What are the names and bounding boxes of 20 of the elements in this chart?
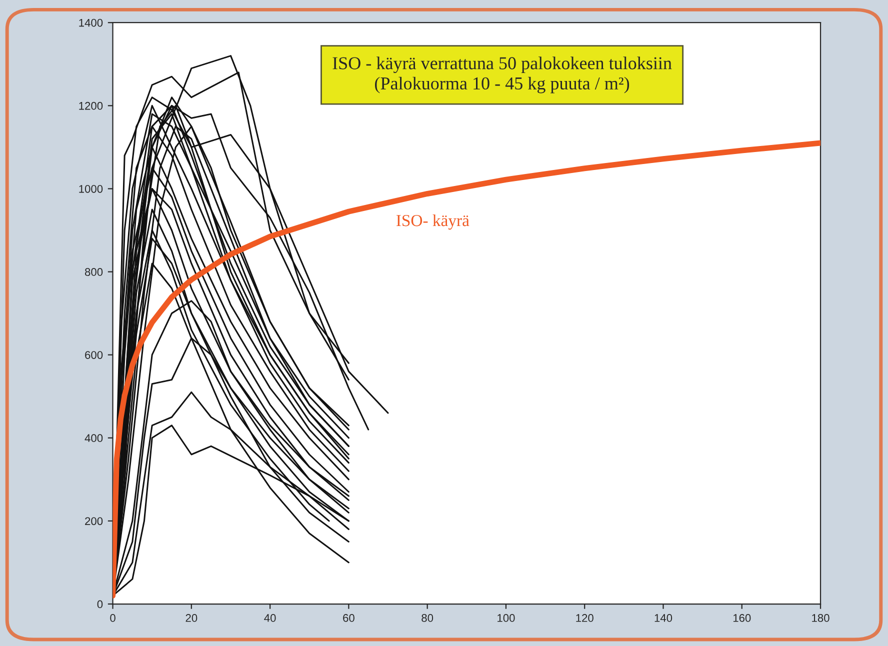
y-tick-label: 200	[85, 517, 103, 526]
x-tick-label: 40	[264, 614, 276, 622]
y-tick-label: 800	[85, 268, 103, 276]
x-tick-label: 120	[576, 614, 594, 622]
x-tick-label: 100	[498, 614, 515, 622]
series-label: ISO- käyrä	[396, 214, 470, 230]
y-tick-label: 0	[97, 600, 103, 608]
x-tick-label: 180	[812, 614, 830, 622]
y-tick-label: 1000	[79, 184, 103, 193]
y-tick-label: 600	[85, 351, 103, 359]
text: ISO - käyrä verrattuna 50 palokokeen tuloksiin (Palokuorma 10 - 45 kg puuta / m²)	[332, 56, 672, 94]
x-tick-label: 140	[654, 614, 672, 622]
y-tick-label: 1200	[79, 102, 103, 110]
y-tick-label: 400	[84, 434, 103, 442]
x-tick-label: 80	[422, 614, 434, 622]
x-tick-label: 60	[343, 614, 354, 622]
x-tick-label: 20	[186, 614, 198, 622]
x-tick-label: 160	[733, 614, 751, 622]
y-tick-label: 1400	[79, 18, 103, 27]
x-tick-label: 0	[110, 614, 116, 622]
